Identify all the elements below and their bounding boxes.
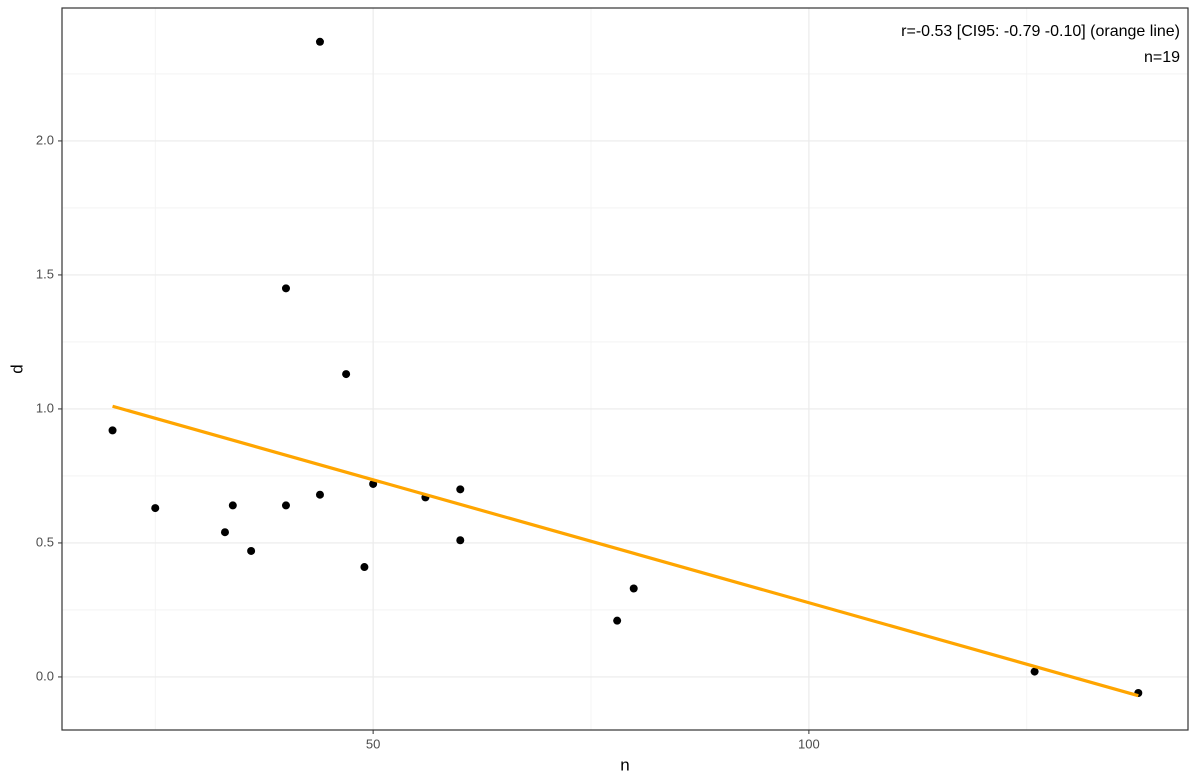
point bbox=[228, 501, 237, 510]
point bbox=[456, 536, 465, 545]
point bbox=[629, 584, 638, 593]
y-tick-label: 2.0 bbox=[36, 132, 54, 147]
point bbox=[151, 504, 160, 513]
fit-line bbox=[112, 404, 1139, 698]
point bbox=[108, 426, 117, 435]
y-tick-label: 0.5 bbox=[36, 534, 54, 549]
plot-panel bbox=[62, 8, 1188, 730]
y-axis-title: d bbox=[7, 364, 26, 373]
y-tick-label: 1.0 bbox=[36, 400, 54, 415]
point bbox=[281, 501, 290, 510]
point bbox=[247, 546, 256, 555]
point bbox=[456, 485, 465, 494]
point bbox=[1030, 667, 1039, 676]
y-tick-label: 0.0 bbox=[36, 668, 54, 683]
point bbox=[315, 37, 324, 46]
point bbox=[281, 284, 290, 293]
annotation: r=-0.53 [CI95: -0.79 -0.10] (orange line… bbox=[901, 23, 1180, 40]
point bbox=[220, 528, 229, 537]
point bbox=[360, 563, 369, 572]
x-tick-label: 50 bbox=[366, 736, 380, 751]
panel-border bbox=[61, 7, 1189, 731]
annotation: n=19 bbox=[1144, 49, 1180, 66]
y-tick-label: 1.5 bbox=[36, 266, 54, 281]
point bbox=[342, 370, 351, 379]
point bbox=[315, 490, 324, 499]
x-axis-title: n bbox=[620, 755, 629, 774]
x-tick-label: 100 bbox=[798, 736, 820, 751]
point bbox=[613, 616, 622, 625]
